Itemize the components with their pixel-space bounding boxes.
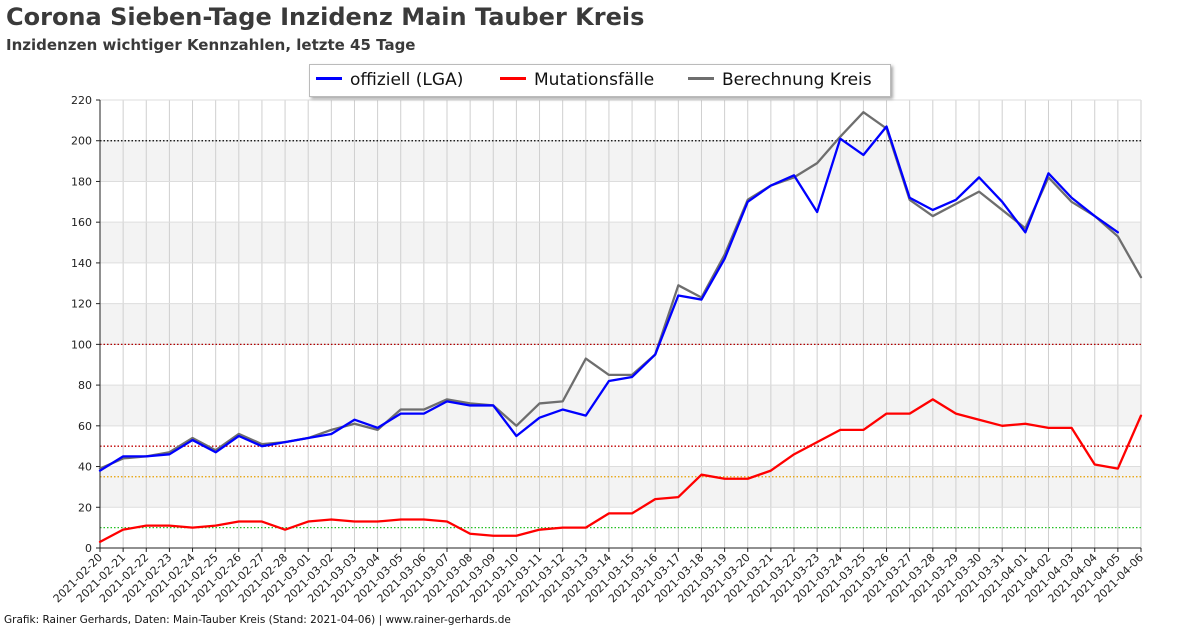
y-tick-label: 140 xyxy=(71,257,92,270)
grid-band xyxy=(100,140,1141,182)
y-tick-label: 40 xyxy=(78,461,92,474)
legend-item-official: offiziell (LGA) xyxy=(316,70,463,90)
y-tick-label: 100 xyxy=(71,338,92,351)
y-tick-label: 160 xyxy=(71,216,92,229)
legend-label-county: Berechnung Kreis xyxy=(722,70,872,90)
legend-swatch-mutation xyxy=(500,76,526,80)
grid-band xyxy=(100,222,1141,263)
legend-label-mutation: Mutationsfälle xyxy=(534,70,655,90)
y-tick-label: 80 xyxy=(78,379,92,392)
legend-item-county: Berechnung Kreis xyxy=(688,70,872,90)
legend-label-official: offiziell (LGA) xyxy=(350,70,464,90)
series-line-mutation xyxy=(98,398,1143,544)
page-subtitle: Inzidenzen wichtiger Kennzahlen, letzte … xyxy=(6,36,416,54)
vertical-gridlines xyxy=(99,100,1142,548)
y-tick-label: 120 xyxy=(71,298,92,311)
y-tick-label: 180 xyxy=(71,175,92,188)
y-tick-label: 20 xyxy=(78,501,92,514)
page-title: Corona Sieben-Tage Inzidenz Main Tauber … xyxy=(6,3,645,31)
y-tick-label: 60 xyxy=(78,420,92,433)
legend: offiziell (LGA) Mutationsfälle Berechnun… xyxy=(309,64,891,97)
legend-swatch-official xyxy=(316,76,342,80)
y-tick-label: 0 xyxy=(85,542,92,555)
x-tick-labels: 2021-02-202021-02-212021-02-222021-02-23… xyxy=(51,551,1146,605)
legend-swatch-county xyxy=(688,76,714,80)
horizontal-gridlines xyxy=(100,99,1141,549)
legend-item-mutation: Mutationsfälle xyxy=(500,70,654,90)
grid-band xyxy=(100,466,1141,508)
y-tick-labels: 0 20 40 60 80 100 120 140 160 180 200 220 xyxy=(71,94,92,555)
y-tick-label: 220 xyxy=(71,94,92,107)
grid-band xyxy=(100,303,1141,345)
y-tick-label: 200 xyxy=(71,135,92,148)
grid-bands xyxy=(100,140,1141,508)
credit-footer: Grafik: Rainer Gerhards, Daten: Main-Tau… xyxy=(4,614,511,626)
series-line-official xyxy=(98,125,1120,472)
grid-band xyxy=(100,385,1141,426)
axes xyxy=(96,99,1142,552)
series-lines xyxy=(98,111,1143,544)
